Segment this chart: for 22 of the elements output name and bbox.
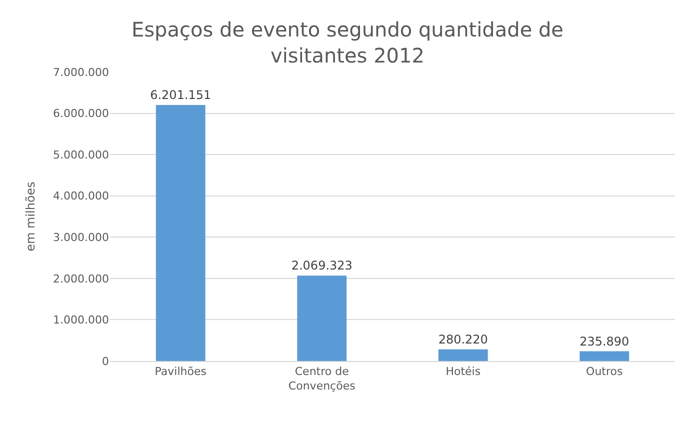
data-label: 235.890 — [580, 334, 630, 348]
bar — [580, 351, 630, 361]
bar — [156, 104, 206, 361]
data-label: 280.220 — [438, 332, 488, 346]
x-tick-label: Pavilhões — [154, 365, 207, 378]
y-tick-label: 0 — [102, 354, 109, 368]
y-tick-label: 3.000.000 — [53, 230, 109, 244]
data-label: 6.201.151 — [150, 88, 212, 102]
y-tick-label: 1.000.000 — [53, 314, 109, 327]
chart-title: Espaços de evento segundo quantidade de visitantes 2012 — [131, 18, 564, 68]
y-tick-label: 2.000.000 — [53, 272, 109, 286]
y-tick-label: 5.000.000 — [53, 148, 109, 162]
bar — [438, 349, 488, 361]
y-tick-label: 7.000.000 — [53, 66, 109, 79]
y-tick-label: 4.000.000 — [53, 190, 109, 203]
y-axis-title: em milhões — [23, 182, 38, 252]
x-tick-label: Centro de Convenções — [288, 365, 356, 392]
x-tick-label: Outros — [586, 365, 623, 378]
x-tick-label: Hotéis — [446, 365, 481, 378]
bar — [297, 276, 347, 361]
y-tick-label: 6.000.000 — [53, 107, 109, 120]
data-label: 2.069.323 — [291, 258, 352, 273]
